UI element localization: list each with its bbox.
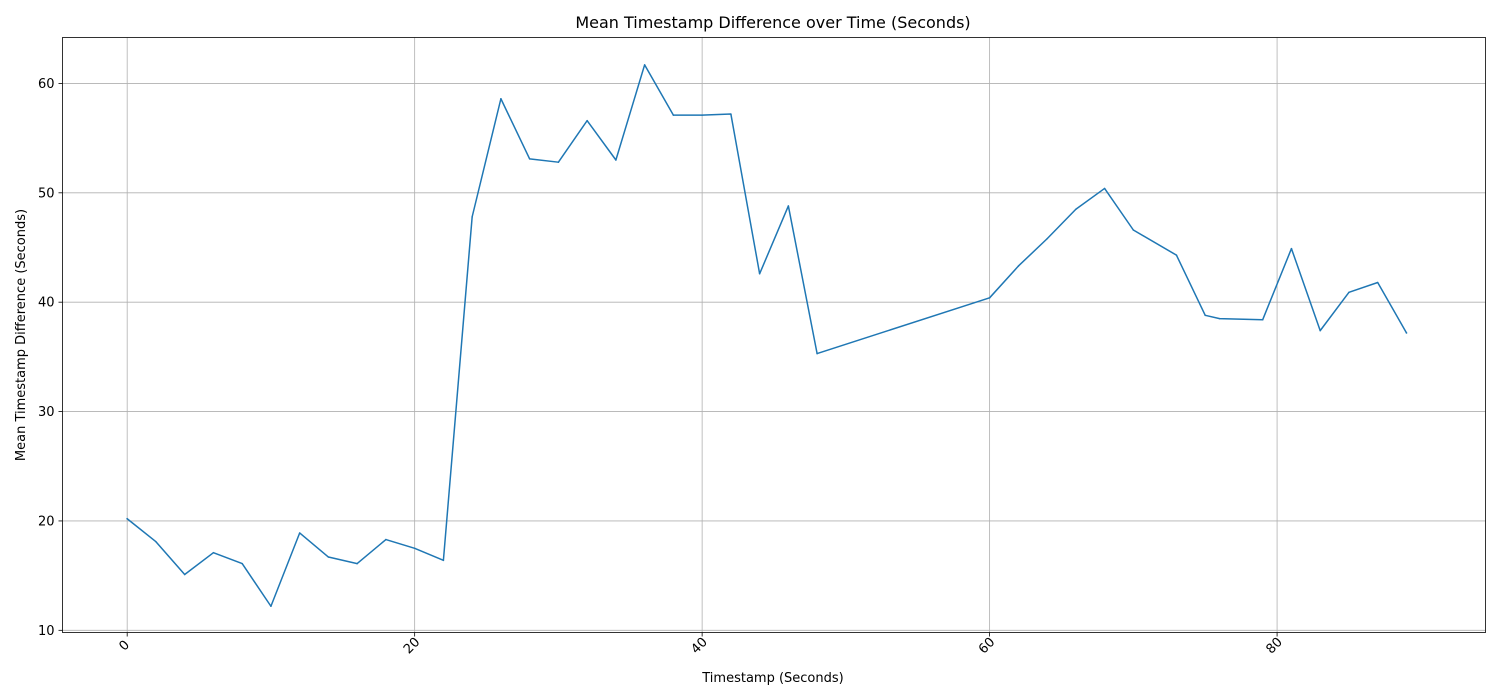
data-point	[413, 547, 416, 550]
data-point	[500, 98, 502, 100]
x-tick-label: 0	[116, 638, 132, 654]
y-tick-label: 10	[38, 624, 55, 639]
y-tick-label: 20	[38, 514, 55, 529]
data-point	[1376, 281, 1379, 284]
data-point	[1075, 208, 1077, 210]
y-axis-label: Mean Timestamp Difference (Seconds)	[14, 209, 29, 461]
data-point	[471, 216, 473, 218]
data-point	[1017, 265, 1020, 267]
data-point	[212, 551, 215, 554]
data-point	[155, 540, 157, 543]
data-point	[1103, 187, 1106, 190]
data-point	[643, 64, 646, 66]
data-point	[442, 559, 445, 562]
x-tick-label: 40	[689, 635, 711, 657]
x-tick-label: 60	[976, 635, 998, 657]
data-point	[586, 119, 588, 122]
data-point	[1218, 317, 1221, 320]
data-point	[1290, 247, 1293, 250]
data-point	[241, 562, 243, 565]
x-tick-label: 20	[401, 635, 423, 657]
y-tick-label: 30	[38, 405, 55, 420]
data-point	[672, 114, 675, 116]
grid	[62, 37, 1486, 633]
chart-title: Mean Timestamp Difference over Time (Sec…	[575, 13, 970, 32]
data-point	[557, 161, 560, 163]
data-point	[1261, 318, 1264, 321]
data-point	[1204, 314, 1206, 317]
data-point	[988, 297, 991, 299]
data-point	[528, 158, 531, 160]
y-tick-label: 60	[38, 77, 55, 92]
plot-frame	[62, 37, 1486, 633]
data-point	[730, 113, 732, 115]
data-point	[126, 518, 128, 520]
data-point	[385, 538, 387, 541]
data-point	[1046, 238, 1048, 240]
data-point	[270, 605, 272, 607]
data-point	[787, 205, 790, 207]
data-point	[1175, 254, 1178, 256]
y-tick-label: 50	[38, 186, 55, 201]
y-axis-ticks: 10 20 30 40 50 60	[38, 77, 63, 639]
data-point	[327, 556, 330, 558]
data-point	[816, 352, 818, 355]
data-point	[1405, 332, 1408, 334]
data-point	[701, 114, 703, 116]
data-point	[183, 573, 186, 576]
data-point	[615, 159, 617, 161]
data-point	[758, 273, 761, 275]
x-axis-ticks: 0 20 40 60 80	[116, 632, 1286, 657]
series-layer	[126, 64, 1408, 607]
data-point	[1319, 329, 1321, 332]
x-tick-label: 80	[1263, 635, 1285, 657]
series-line	[126, 64, 1408, 607]
x-axis-label: Timestamp (Seconds)	[701, 671, 843, 686]
data-point	[356, 562, 358, 565]
data-point	[1132, 229, 1135, 231]
data-point	[298, 532, 301, 534]
y-tick-label: 40	[38, 296, 55, 311]
data-point	[1348, 291, 1350, 294]
